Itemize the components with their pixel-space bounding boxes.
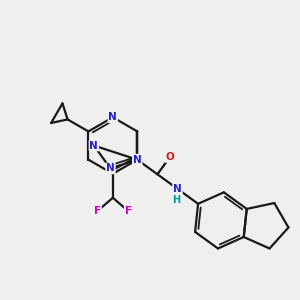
Text: N: N	[89, 140, 98, 151]
Text: F: F	[94, 206, 101, 216]
Text: N: N	[173, 184, 182, 194]
Text: F: F	[125, 206, 132, 216]
Text: N: N	[109, 112, 117, 122]
Text: N: N	[133, 155, 142, 165]
Text: O: O	[166, 152, 174, 162]
Text: H: H	[172, 195, 180, 205]
Text: N: N	[106, 164, 115, 173]
